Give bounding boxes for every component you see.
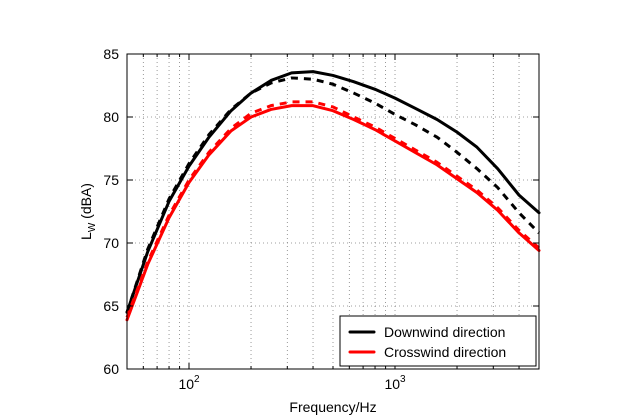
x-axis-label: Frequency/Hz xyxy=(289,399,376,415)
legend-box xyxy=(339,315,537,367)
legend-layer: Downwind direction Crosswind direction xyxy=(339,315,537,367)
x-tick-label: 103 xyxy=(384,374,406,392)
y-tick-label: 85 xyxy=(103,46,119,62)
legend-label-2: Crosswind direction xyxy=(384,344,506,360)
tick-layer xyxy=(126,53,540,370)
series-3-line xyxy=(125,104,541,322)
label-layer: 60 65 70 75 80 85 102 103 Frequency/Hz LW (dBA) xyxy=(78,46,406,415)
legend-label-1: Downwind direction xyxy=(384,324,505,340)
y-tick-label: 65 xyxy=(103,298,119,314)
y-tick-label: 70 xyxy=(103,235,119,251)
y-tick-label: 60 xyxy=(103,361,119,377)
y-tick-label: 80 xyxy=(103,109,119,125)
y-tick-label: 75 xyxy=(103,172,119,188)
series-4-line xyxy=(125,100,540,318)
x-tick-label: 102 xyxy=(178,374,200,392)
series-layer xyxy=(125,70,541,322)
series-2-line xyxy=(125,76,541,313)
y-axis-label: LW (dBA) xyxy=(78,183,98,240)
